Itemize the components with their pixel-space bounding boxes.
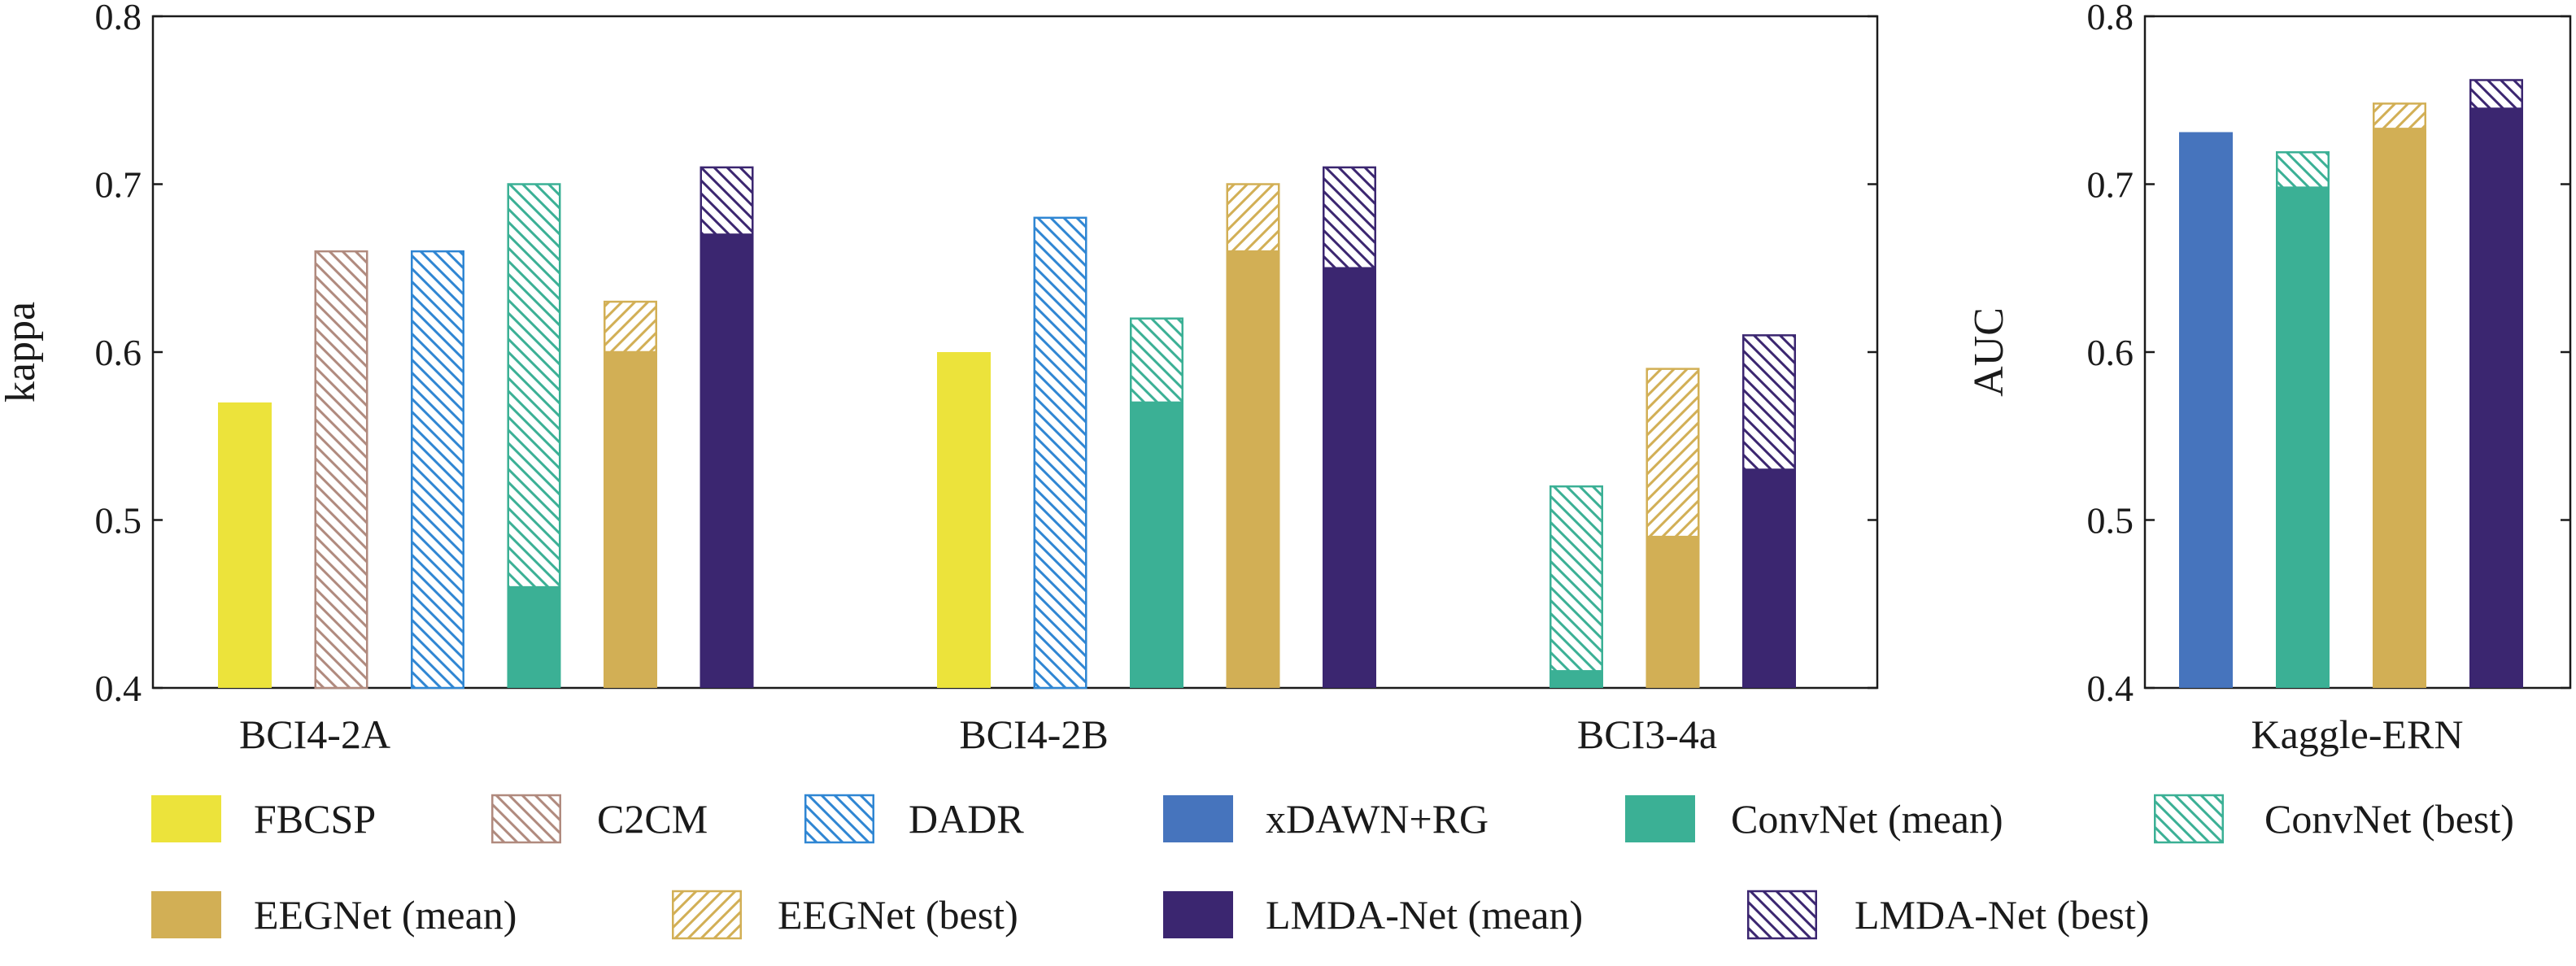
bar-lmda-mean-Kaggle-ERN <box>2469 108 2523 688</box>
bar-eegnet-mean-BCI4-2A <box>604 352 657 688</box>
bar-fbcsp-mean-BCI4-2B <box>937 352 991 688</box>
legend-label: ConvNet (best) <box>2264 796 2514 842</box>
bar-eegnet-mean-BCI4-2B <box>1226 251 1280 689</box>
bar-convnet-mean-Kaggle-ERN <box>2276 187 2330 688</box>
bar-convnet-best-BCI3-4a <box>1550 485 1603 672</box>
legend-swatch-dadr-hatched <box>804 794 874 844</box>
bar-convnet-mean-BCI3-4a <box>1550 671 1603 688</box>
legend-label: C2CM <box>597 796 708 842</box>
bar-convnet-best-Kaggle-ERN <box>2276 151 2330 189</box>
legend-swatch-c2cm-hatched <box>491 794 561 844</box>
bar-eegnet-best-BCI3-4a <box>1645 368 1700 538</box>
legend-label: EEGNet (best) <box>778 892 1018 938</box>
y-tick-label: 0.5 <box>2087 500 2134 542</box>
bar-c2cm-best-BCI4-2A <box>314 250 368 690</box>
legend-item: C2CM <box>491 794 708 844</box>
legend-item: DADR <box>804 794 1024 844</box>
legend-swatch-convnet-hatched <box>2154 794 2224 844</box>
bar-eegnet-best-BCI4-2A <box>604 300 657 354</box>
y-tick-label: 0.5 <box>95 500 142 542</box>
kappa-x-labels: BCI4-2A BCI4-2B BCI3-4a <box>239 711 1717 757</box>
y-tick-label: 0.4 <box>95 668 142 709</box>
legend-item: xDAWN+RG <box>1163 795 1489 842</box>
legend-label: EEGNet (mean) <box>254 892 517 938</box>
bar-fbcsp-mean-BCI4-2A <box>218 402 272 688</box>
legend-item: EEGNet (mean) <box>151 891 517 938</box>
y-tick-label: 0.7 <box>95 164 142 206</box>
legend-item: LMDA-Net (best) <box>1747 890 2149 940</box>
bar-eegnet-mean-BCI3-4a <box>1645 537 1700 688</box>
bar-lmda-best-BCI3-4a <box>1742 334 1796 471</box>
x-category-label: Kaggle-ERN <box>2251 711 2463 757</box>
auc-y-ticks: 0.4 0.5 0.6 0.7 0.8 <box>2087 0 2570 709</box>
bar-eegnet-best-BCI4-2B <box>1226 183 1280 253</box>
bar-eegnet-best-Kaggle-ERN <box>2373 102 2426 130</box>
legend-label: LMDA-Net (best) <box>1855 892 2149 938</box>
kappa-bars <box>218 166 1796 690</box>
bar-convnet-best-BCI4-2A <box>507 183 561 589</box>
bar-lmda-best-BCI4-2A <box>700 166 754 236</box>
legend-label: LMDA-Net (mean) <box>1266 892 1583 938</box>
x-category-label: BCI3-4a <box>1577 711 1717 757</box>
y-tick-label: 0.6 <box>2087 332 2134 373</box>
bar-lmda-mean-BCI3-4a <box>1742 469 1796 688</box>
bar-convnet-mean-BCI4-2B <box>1130 402 1183 688</box>
legend-swatch-convnet <box>1625 795 1695 842</box>
y-tick-label: 0.4 <box>2087 668 2134 709</box>
bar-lmda-mean-BCI4-2A <box>700 234 754 688</box>
kappa-y-ticks: 0.4 0.5 0.6 0.7 0.8 <box>95 0 1877 709</box>
legend-swatch-eegnet <box>151 891 221 938</box>
bar-lmda-best-BCI4-2B <box>1323 166 1376 270</box>
legend-item: ConvNet (mean) <box>1625 795 2003 842</box>
y-tick-label: 0.6 <box>95 332 142 373</box>
legend-label: ConvNet (mean) <box>1731 796 2003 842</box>
legend-swatch-fbcsp <box>151 795 221 842</box>
legend: FBCSP C2CM DADR xDAWN+RG ConvNet (mean) ConvN… <box>151 794 2514 940</box>
y-tick-label: 0.8 <box>2087 0 2134 37</box>
legend-swatch-eegnet-hatched <box>672 890 742 940</box>
legend-label: DADR <box>909 796 1024 842</box>
legend-item: FBCSP <box>151 795 376 842</box>
y-tick-label: 0.7 <box>2087 164 2134 206</box>
bar-lmda-mean-BCI4-2B <box>1323 268 1376 688</box>
auc-y-axis-title: AUC <box>1966 307 2012 397</box>
bar-eegnet-mean-Kaggle-ERN <box>2373 128 2426 689</box>
bar-dadr-best-BCI4-2B <box>1033 216 1087 690</box>
legend-item: EEGNet (best) <box>672 890 1018 940</box>
auc-x-labels: Kaggle-ERN <box>2251 711 2463 757</box>
auc-bars <box>2179 79 2523 689</box>
auc-chart: 0.4 0.5 0.6 0.7 0.8 Kaggle-ERN AUC <box>1966 0 2572 757</box>
kappa-chart: 0.4 0.5 0.6 0.7 0.8 BCI4-2A BCI4-2B BCI3-4a ka… <box>0 0 1879 757</box>
kappa-y-axis-title: kappa <box>0 302 44 402</box>
y-tick-label: 0.8 <box>95 0 142 37</box>
legend-swatch-lmda <box>1163 891 1233 938</box>
bar-dadr-best-BCI4-2A <box>411 250 464 690</box>
bar-xdawn-mean-Kaggle-ERN <box>2179 132 2233 689</box>
x-category-label: BCI4-2B <box>959 711 1108 757</box>
legend-item: LMDA-Net (mean) <box>1163 891 1583 938</box>
bar-convnet-best-BCI4-2B <box>1130 317 1183 404</box>
legend-label: xDAWN+RG <box>1266 796 1489 842</box>
legend-swatch-xdawn <box>1163 795 1233 842</box>
x-category-label: BCI4-2A <box>239 711 390 757</box>
legend-item: ConvNet (best) <box>2154 794 2514 844</box>
legend-swatch-lmda-hatched <box>1747 890 1817 940</box>
bar-convnet-mean-BCI4-2A <box>507 587 561 688</box>
bar-lmda-best-Kaggle-ERN <box>2469 79 2523 110</box>
legend-label: FBCSP <box>254 796 376 842</box>
